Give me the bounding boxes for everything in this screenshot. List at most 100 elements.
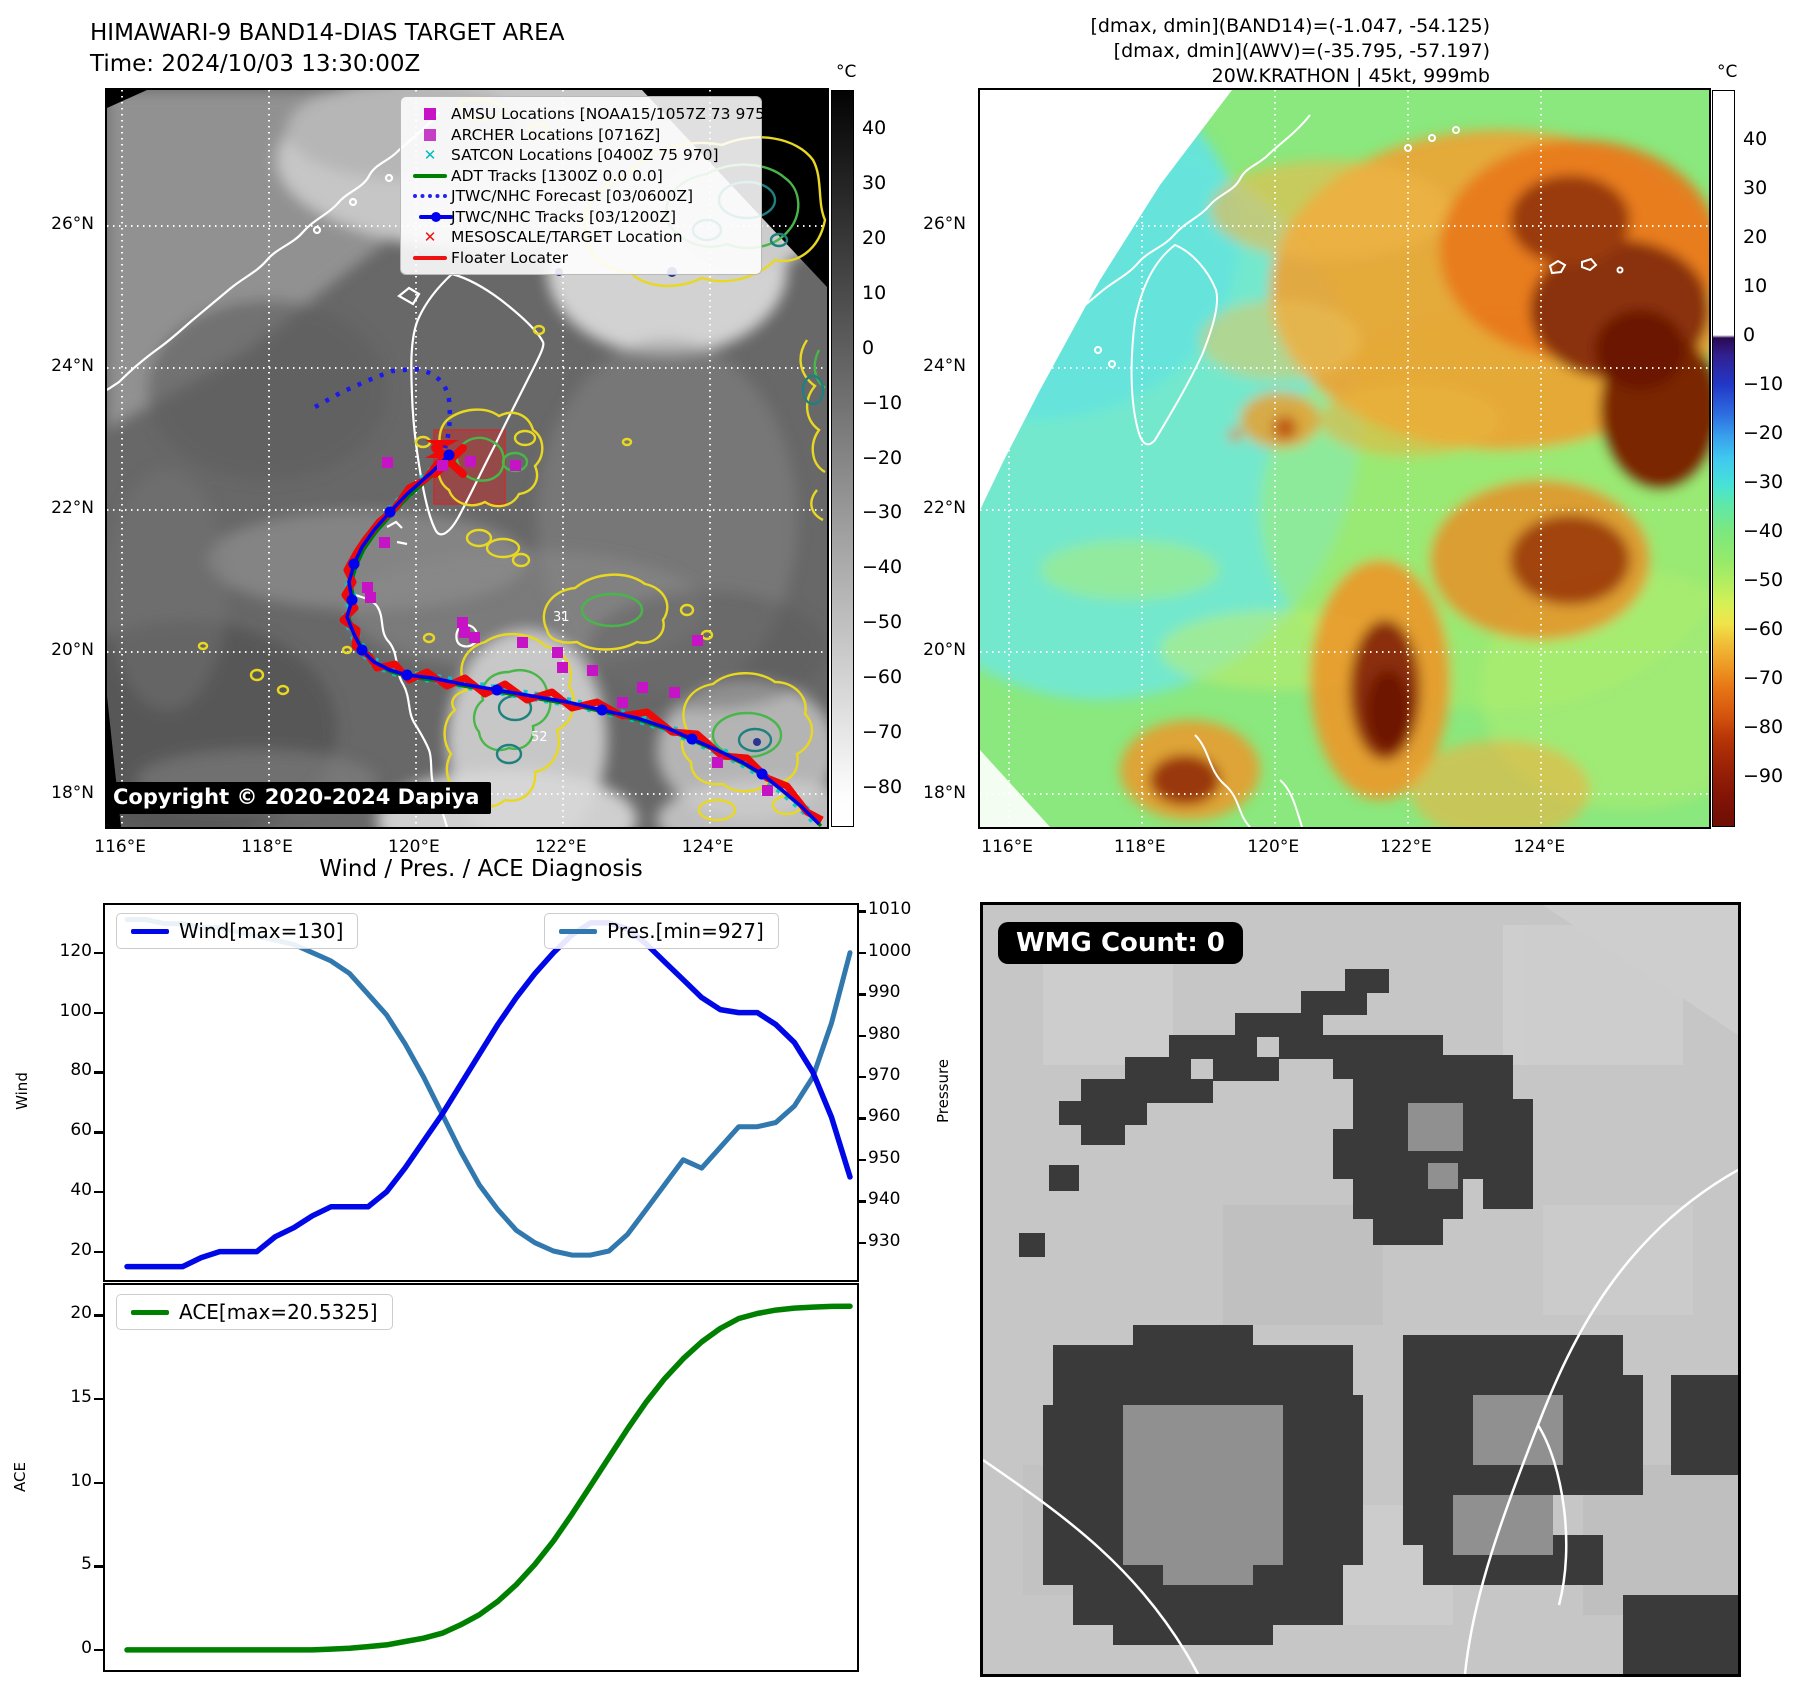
page-title: HIMAWARI-9 BAND14-DIAS TARGET AREA [90, 20, 565, 46]
axis-tick-label: 950 [868, 1147, 901, 1168]
x-marker-icon: ✕ [423, 146, 437, 165]
axis-tick-label: 960 [868, 1106, 901, 1127]
wind-axis-ticks: 20 40 60 80 100 120 [34, 903, 92, 1278]
page-title-block: HIMAWARI-9 BAND14-DIAS TARGET AREA Time:… [90, 18, 564, 80]
legend-item-label: ARCHER Locations [0716Z] [451, 125, 661, 144]
pressure-legend-label: Pres.[min=927] [607, 919, 764, 943]
axis-tick-label: 930 [868, 1230, 901, 1251]
graticule [980, 90, 1709, 827]
awv-colorbar-ticks: 40 30 20 10 0 −10 −20 −30 −40 −50 −60 −70 −80 −90 [1743, 90, 1797, 825]
ace-axis-label: ACE [11, 1462, 29, 1492]
pressure-axis-label: Pressure [934, 1058, 952, 1124]
axis-tick-label: 15 [70, 1386, 92, 1407]
axis-tick-mark [94, 1565, 103, 1568]
legend-item-label: JTWC/NHC Tracks [03/1200Z] [451, 207, 677, 226]
wmg-image [983, 905, 1738, 1674]
axis-tick-mark [857, 951, 866, 955]
wind-pressure-chart [103, 903, 859, 1282]
axis-tick-mark [857, 1158, 866, 1162]
legend-item-label: JTWC/NHC Forecast [03/0600Z] [451, 187, 694, 206]
colorbar-tick-label: 0 [1743, 324, 1756, 346]
axis-tick-mark [94, 1397, 103, 1401]
legend-item: ADT Tracks [1300Z 0.0 0.0] [409, 166, 751, 187]
axis-tick-label: 40 [70, 1179, 92, 1200]
colorbar-tick-label: −90 [1743, 765, 1784, 787]
lon-tick-label: 118°E [1113, 837, 1166, 857]
legend-item: ✕ SATCON Locations [0400Z 75 970] [409, 145, 751, 166]
colorbar-tick-label: −50 [1743, 569, 1784, 591]
colorbar-tick-label: −20 [1743, 422, 1784, 444]
axis-tick-mark [857, 1117, 866, 1120]
dotted-marker-icon [409, 194, 451, 199]
x-marker-icon: ✕ [423, 228, 437, 247]
wmg-panel [980, 902, 1741, 1677]
axis-tick-label: 20 [70, 1303, 92, 1324]
colorbar-tick-label: −40 [862, 556, 903, 579]
storm-tracks [313, 366, 824, 827]
right-map-lon-axis: 116°E 118°E 120°E 122°E 124°E [978, 831, 1707, 857]
legend-item-label: ADT Tracks [1300Z 0.0 0.0] [451, 166, 663, 185]
colorbar-tick-label: −70 [1743, 667, 1784, 689]
axis-tick-label: 20 [70, 1239, 92, 1260]
lat-tick-label: 24°N [51, 355, 94, 376]
colorbar-tick-label: 20 [1743, 226, 1768, 248]
lon-tick-label: 120°E [388, 837, 440, 857]
lat-tick-label: 24°N [923, 355, 966, 376]
square-marker-icon [409, 128, 451, 141]
page-time: Time: 2024/10/03 13:30:00Z [90, 51, 421, 77]
axis-tick-mark [94, 1071, 103, 1074]
lon-tick-label: 122°E [1380, 837, 1432, 857]
axis-tick-label: 980 [868, 1023, 901, 1044]
line-marker-icon [409, 255, 451, 260]
axis-tick-mark [94, 1481, 103, 1485]
map-legend: AMSU Locations [NOAA15/1057Z 73 975] ARCH… [400, 96, 771, 275]
lat-tick-label: 22°N [51, 498, 94, 519]
axis-tick-mark [857, 1075, 866, 1079]
lon-tick-label: 122°E [534, 837, 587, 857]
wind-legend-label: Wind[max=130] [179, 919, 344, 943]
right-map-lat-axis: 26°N 24°N 22°N 20°N 18°N [872, 88, 972, 825]
axis-tick-mark [94, 951, 103, 955]
legend-item: JTWC/NHC Tracks [03/1200Z] [409, 207, 751, 228]
coastline-path [983, 1168, 1738, 1674]
awv-satellite-image [980, 90, 1709, 827]
axis-tick-label: 990 [868, 982, 901, 1003]
axis-tick-mark [94, 1314, 103, 1317]
axis-tick-mark [94, 1131, 103, 1134]
lon-tick-label: 116°E [94, 837, 146, 857]
axis-tick-label: 970 [868, 1064, 901, 1085]
storm-info: 20W.KRATHON | 45kt, 999mb [1211, 65, 1490, 87]
pressure-legend: Pres.[min=927] [544, 913, 779, 949]
lat-tick-label: 20°N [923, 640, 966, 661]
axis-tick-label: 120 [59, 940, 92, 961]
awv-satellite-map [978, 88, 1711, 829]
colorbar-tick-label: −30 [862, 501, 903, 524]
pressure-axis-ticks: 930 940 950 960 970 980 990 1000 1010 [868, 899, 926, 1278]
ir-colorbar-ticks: 40 30 20 10 0 −10 −20 −30 −40 −50 −60 −70 −80 [862, 90, 922, 825]
legend-item-label: MESOSCALE/TARGET Location [451, 228, 683, 247]
axis-tick-label: 10 [70, 1470, 92, 1491]
pressure-legend-swatch [559, 928, 597, 934]
jtwc-track [345, 453, 821, 826]
colorbar-tick-label: 40 [1743, 128, 1768, 150]
chart-title: Wind / Pres. / ACE Diagnosis [319, 856, 643, 882]
axis-tick-label: 80 [70, 1060, 92, 1081]
colorbar-tick-label: −50 [862, 611, 903, 634]
axis-tick-mark [857, 1241, 866, 1245]
ace-axis-ticks: 0 5 10 15 20 [34, 1283, 92, 1668]
colorbar-tick-label: −60 [862, 665, 903, 688]
jtwc-forecast [313, 366, 453, 449]
colorbar-tick-label: −10 [1743, 373, 1784, 395]
colorbar-tick-label: 10 [1743, 275, 1768, 297]
axis-tick-mark [857, 993, 866, 996]
awv-colorbar [1712, 90, 1735, 827]
left-map-lon-axis: 116°E 118°E 120°E 122°E 124°E [94, 831, 825, 857]
amsu-archer-markers [362, 456, 773, 796]
info-awv: [dmax, dmin](AWV)=(-35.795, -57.197) [1113, 40, 1490, 62]
colorbar-tick-label: −80 [862, 775, 903, 798]
ace-legend-label: ACE[max=20.5325] [179, 1300, 378, 1324]
colorbar-tick-label: −10 [862, 391, 903, 414]
info-band14: [dmax, dmin](BAND14)=(-1.047, -54.125) [1090, 15, 1490, 37]
wmg-count-badge: WMG Count: 0 [998, 922, 1243, 964]
